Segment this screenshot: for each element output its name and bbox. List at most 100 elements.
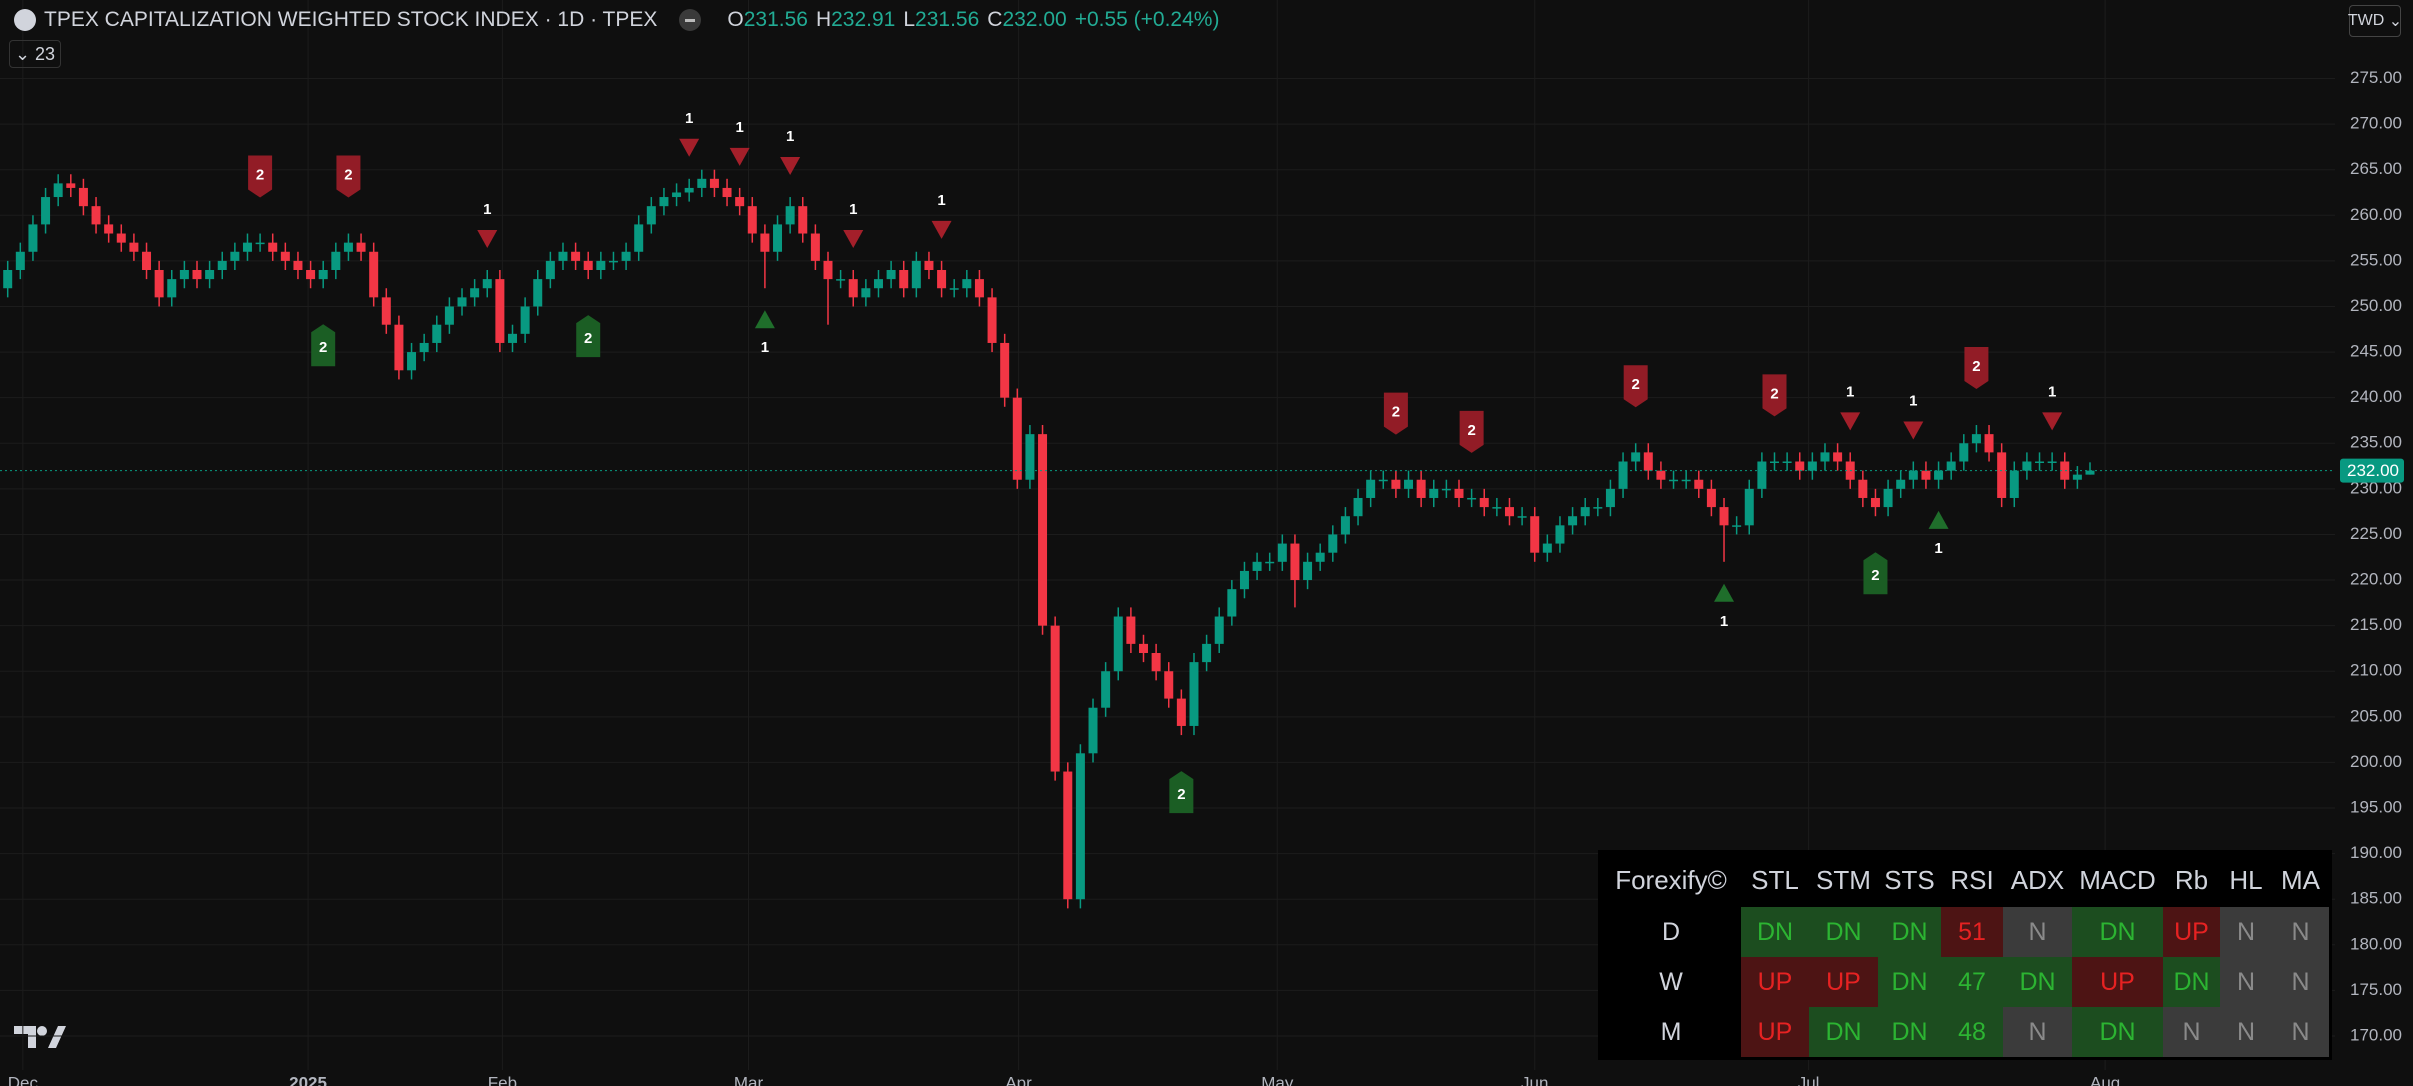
candle-body — [1113, 616, 1123, 672]
candle — [608, 251, 618, 270]
y-tick-label: 210.00 — [2350, 661, 2402, 680]
candle — [369, 242, 379, 307]
candle — [709, 169, 719, 198]
candle — [1441, 479, 1451, 498]
candle-body — [1075, 753, 1085, 900]
candle-body — [1833, 452, 1843, 462]
candle — [432, 315, 442, 353]
candle-body — [1290, 543, 1300, 581]
candle — [571, 242, 581, 270]
grid — [0, 0, 2335, 1070]
candle — [558, 242, 568, 270]
candle — [318, 260, 328, 289]
candle-body — [1694, 479, 1704, 489]
candle — [1681, 470, 1691, 489]
table-cell: N — [2220, 1007, 2272, 1057]
candle — [1593, 497, 1603, 517]
candle-body — [747, 206, 757, 234]
candle-body — [255, 242, 265, 245]
y-tick-label: 250.00 — [2350, 296, 2402, 315]
candle — [533, 270, 543, 316]
signal-label: 2 — [256, 166, 264, 183]
candle-body — [495, 279, 505, 343]
table-header: Forexify© — [1615, 864, 1727, 895]
candle — [66, 174, 76, 198]
candle — [962, 270, 972, 298]
candle — [129, 233, 139, 261]
candle — [306, 260, 316, 289]
change: +0.55 (+0.24%) — [1074, 8, 1220, 31]
table-cell: DN — [1809, 1007, 1878, 1057]
candle — [78, 178, 88, 216]
candle-body — [230, 251, 240, 261]
candle — [1429, 479, 1439, 508]
candle — [230, 242, 240, 270]
candle — [1252, 552, 1262, 581]
candle-body — [1416, 479, 1426, 498]
collapse-button[interactable] — [679, 9, 702, 31]
signal: 1 — [1840, 383, 1861, 431]
candle-body — [1530, 516, 1540, 553]
candle — [1934, 461, 1944, 489]
signal-label: 2 — [1177, 786, 1185, 803]
candle — [2022, 452, 2032, 480]
indicators-toggle[interactable]: ⌄ 23 — [9, 40, 61, 68]
signal-flag — [248, 155, 273, 198]
candle-body — [1782, 461, 1792, 463]
signal-label: 2 — [1770, 385, 1778, 402]
candle-body — [268, 242, 278, 252]
signal-triangle — [477, 230, 498, 248]
candle — [1618, 452, 1628, 498]
candle — [1088, 698, 1098, 763]
candle-body — [848, 279, 858, 298]
candle-body — [1164, 671, 1174, 699]
candle-body — [2085, 470, 2095, 475]
signal: 2 — [1169, 771, 1194, 814]
candle — [495, 270, 505, 353]
signal-label: 1 — [937, 192, 945, 209]
candle — [1176, 689, 1186, 736]
candle-body — [810, 233, 820, 261]
signal-flag — [1964, 347, 1989, 390]
row-label: D — [1661, 917, 1681, 946]
candle-body — [356, 242, 366, 252]
candle — [1542, 534, 1552, 562]
candle-body — [1870, 497, 1880, 508]
candle-body — [2047, 461, 2057, 463]
y-tick-label: 220.00 — [2350, 570, 2402, 589]
candle-body — [129, 242, 139, 252]
symbol-legend: TPEX CAPITALIZATION WEIGHTED STOCK INDEX… — [14, 4, 1219, 36]
y-tick-label: 255.00 — [2350, 250, 2402, 269]
candle — [1580, 497, 1590, 526]
candle-body — [558, 251, 568, 261]
candle — [1492, 497, 1502, 517]
candle — [596, 251, 606, 280]
table-cell: DN — [2072, 1007, 2163, 1057]
candle — [1113, 607, 1123, 681]
signal: 1 — [679, 110, 700, 157]
candle-body — [2009, 470, 2019, 498]
currency-button[interactable]: TWD ⌄ — [2348, 5, 2402, 37]
candle-body — [798, 206, 808, 234]
candle-body — [1618, 461, 1628, 489]
candle — [1391, 470, 1401, 498]
candle — [1189, 653, 1199, 736]
signal-label: 1 — [1909, 392, 1917, 409]
candle — [116, 224, 126, 252]
x-tick-label: Aug — [2090, 1073, 2120, 1086]
signal: 1 — [931, 192, 952, 239]
signal: 2 — [311, 324, 336, 367]
symbol-title: TPEX CAPITALIZATION WEIGHTED STOCK INDEX… — [44, 8, 658, 31]
candle — [873, 270, 883, 298]
candle-body — [899, 270, 909, 289]
candle — [91, 197, 101, 234]
x-tick-label: Apr — [1005, 1073, 1032, 1086]
signal-triangle — [754, 310, 775, 329]
candle — [154, 260, 164, 307]
candle-body — [1126, 616, 1136, 644]
table-cell: UP — [1741, 957, 1809, 1007]
candle — [142, 242, 152, 280]
candle-body — [78, 187, 88, 207]
candle-body — [1277, 543, 1287, 562]
